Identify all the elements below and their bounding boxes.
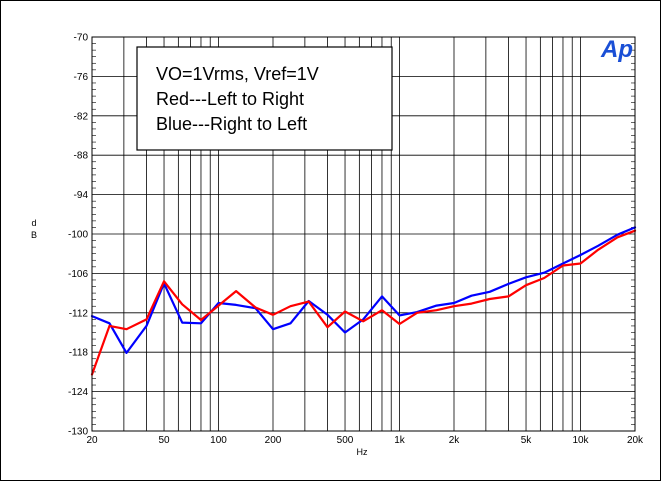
- x-tick-label: 20k: [627, 435, 644, 446]
- y-tick-label: -118: [69, 348, 89, 359]
- y-axis-label-line-1: d: [31, 218, 36, 228]
- x-axis-label: Hz: [357, 447, 368, 457]
- y-axis-ticks: -70 -76 -82 -88 -94 -100 -106 -112 -118 -124 -130: [68, 33, 88, 438]
- x-tick-label: 50: [158, 435, 170, 446]
- x-tick-label: 2k: [449, 435, 461, 446]
- x-tick-label: 10k: [572, 435, 589, 446]
- series-line-red: [90, 229, 637, 376]
- x-tick-label: 200: [265, 435, 282, 446]
- y-tick-label: -82: [74, 111, 89, 122]
- y-tick-label: -124: [68, 387, 88, 398]
- y-tick-label: -70: [74, 33, 89, 44]
- y-tick-label: -130: [68, 427, 88, 438]
- annotation-line-1: VO=1Vrms, Vref=1V: [156, 64, 319, 84]
- ap-logo-text: Ap: [600, 36, 633, 63]
- x-tick-label: 100: [210, 435, 227, 446]
- x-tick-label: 5k: [521, 435, 533, 446]
- y-tick-label: -94: [74, 190, 89, 201]
- series-line-blue: [90, 226, 637, 354]
- y-tick-label: -76: [74, 72, 89, 83]
- x-tick-label: 500: [337, 435, 354, 446]
- plot-area-border: [91, 36, 636, 432]
- x-tick-label: 20: [86, 435, 98, 446]
- y-tick-label: -88: [74, 151, 89, 162]
- y-tick-label: -112: [69, 308, 89, 319]
- annotation-line-2: Red---Left to Right: [156, 89, 304, 109]
- annotation-line-3: Blue---Right to Left: [156, 114, 307, 134]
- x-axis-ticks: 20 50 100 200 500 1k 2k 5k 10k 20k: [86, 435, 644, 446]
- y-tick-label: -100: [68, 230, 88, 241]
- annotation-box: VO=1Vrms, Vref=1V Red---Left to Right Bl…: [136, 46, 393, 151]
- y-axis-label-line-2: B: [31, 230, 37, 240]
- annotation-box-border: [136, 46, 393, 151]
- series-lines: [90, 226, 637, 376]
- y-tick-label: -106: [68, 269, 88, 280]
- x-tick-label: 1k: [394, 435, 406, 446]
- ap-logo: Ap: [600, 36, 633, 63]
